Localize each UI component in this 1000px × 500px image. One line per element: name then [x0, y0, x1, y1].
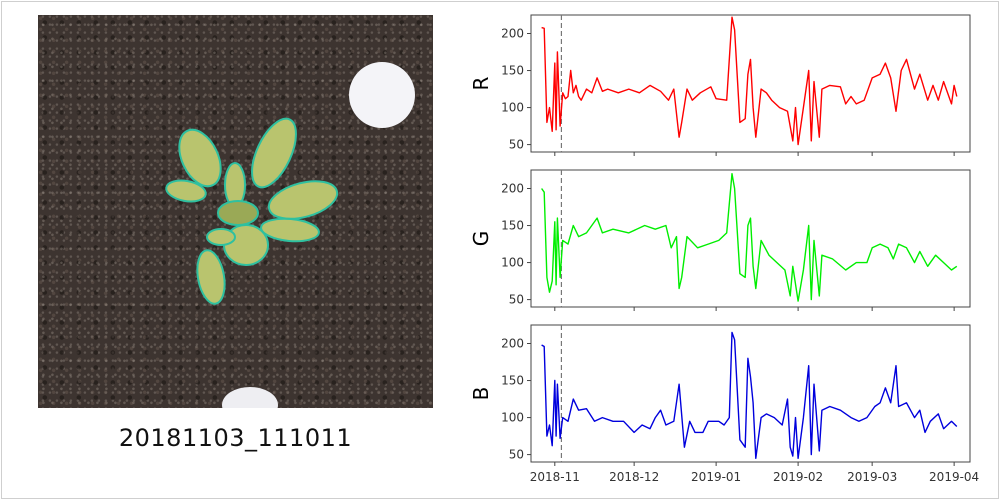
plant-image: [165, 62, 415, 408]
plant-segmentation: [165, 117, 339, 305]
y-axis-label: R: [469, 76, 493, 90]
chart-g: 50 100 150 200 G: [469, 169, 971, 311]
plot-area: [530, 169, 971, 308]
y-axis-label: G: [469, 231, 493, 247]
y-tick-label: 200: [501, 182, 524, 196]
y-axis-label: B: [469, 387, 493, 401]
x-tick-label: 2019-01: [691, 470, 741, 484]
x-tick-label: 2018-12: [609, 470, 659, 484]
y-tick-label: 50: [509, 293, 524, 307]
chart-b: 50 100 150 200 2018-11 2018-12 2019-01 2019-02 2…: [469, 324, 979, 484]
plant-photo: [38, 15, 433, 408]
x-tick-label: 2019-02: [773, 470, 823, 484]
y-tick-label: 200: [501, 27, 524, 41]
x-tick-label: 2018-11: [530, 470, 580, 484]
y-tick-label: 50: [509, 448, 524, 462]
x-tick-label: 2019-03: [847, 470, 897, 484]
series-line-R: [541, 16, 958, 146]
y-tick-label: 100: [501, 411, 524, 425]
x-tick-label: 2019-04: [929, 470, 979, 484]
y-tick-label: 150: [501, 64, 524, 78]
y-tick-label: 100: [501, 256, 524, 270]
chart-r: 50 100 150 200 R: [469, 14, 971, 156]
plot-area: [530, 324, 971, 463]
y-tick-label: 50: [509, 138, 524, 152]
series-line-G: [541, 172, 958, 302]
y-tick-label: 100: [501, 101, 524, 115]
series-line-B: [541, 331, 958, 460]
plot-area: [530, 14, 971, 153]
y-tick-label: 200: [501, 337, 524, 351]
white-marker: [222, 387, 278, 408]
image-timestamp-caption: 20181103_111011: [118, 424, 353, 452]
y-tick-label: 150: [501, 374, 524, 388]
y-tick-label: 150: [501, 219, 524, 233]
white-marker: [349, 62, 415, 128]
